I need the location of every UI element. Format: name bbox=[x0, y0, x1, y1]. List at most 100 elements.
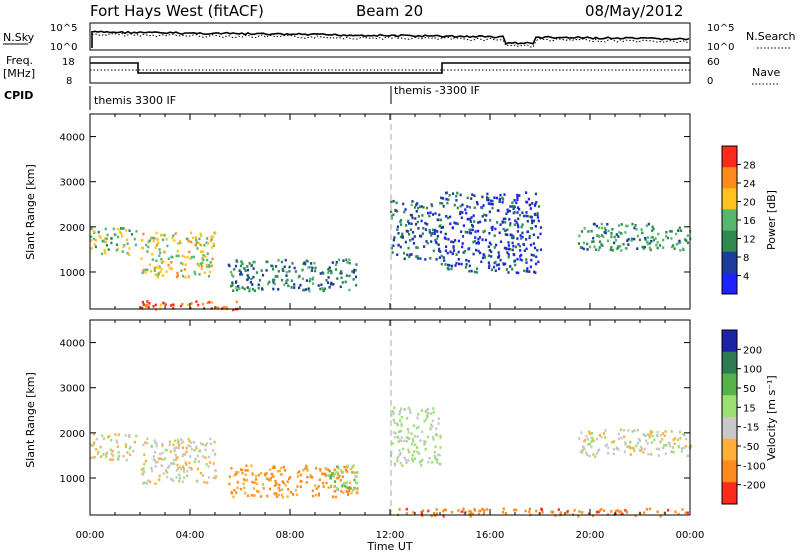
data-cell bbox=[209, 239, 212, 243]
data-cell bbox=[533, 204, 537, 207]
data-cell bbox=[647, 222, 650, 226]
data-cell bbox=[604, 436, 607, 439]
data-cell bbox=[426, 223, 429, 226]
data-cell bbox=[186, 470, 189, 473]
data-cell bbox=[671, 446, 674, 449]
data-cell bbox=[645, 508, 649, 511]
data-cell bbox=[485, 214, 488, 217]
data-cell bbox=[649, 432, 652, 436]
data-cell bbox=[497, 263, 500, 266]
data-cell bbox=[529, 243, 533, 247]
data-cell bbox=[253, 260, 256, 264]
data-cell bbox=[420, 463, 423, 467]
data-cell bbox=[322, 472, 325, 476]
data-cell bbox=[209, 437, 212, 441]
data-cell bbox=[673, 437, 676, 440]
data-cell bbox=[319, 272, 322, 275]
data-cell bbox=[206, 252, 209, 255]
data-cell bbox=[503, 193, 506, 196]
data-cell bbox=[269, 468, 272, 471]
data-cell bbox=[149, 480, 152, 484]
data-cell bbox=[431, 460, 434, 464]
data-cell bbox=[399, 245, 402, 249]
data-cell bbox=[601, 244, 604, 247]
y-tick-label: 3000 bbox=[60, 178, 85, 189]
data-cell bbox=[597, 234, 600, 238]
data-cell bbox=[595, 437, 598, 441]
data-cell bbox=[678, 226, 681, 230]
data-cell bbox=[449, 250, 452, 254]
data-cell bbox=[204, 448, 207, 452]
data-cell bbox=[661, 438, 664, 441]
data-cell bbox=[181, 302, 184, 306]
data-cell bbox=[396, 253, 399, 256]
data-cell bbox=[468, 205, 471, 209]
data-cell bbox=[225, 306, 228, 309]
data-cell bbox=[591, 240, 594, 244]
data-cell bbox=[487, 197, 490, 200]
data-cell bbox=[594, 455, 597, 458]
data-cell bbox=[324, 472, 327, 476]
data-cell bbox=[130, 233, 134, 236]
data-cell bbox=[400, 439, 403, 443]
data-cell bbox=[181, 254, 184, 258]
data-cell bbox=[421, 514, 424, 517]
data-cell bbox=[330, 484, 333, 487]
data-cell bbox=[493, 246, 496, 249]
data-cell bbox=[185, 463, 188, 466]
data-cell bbox=[447, 198, 450, 201]
data-cell bbox=[468, 264, 471, 268]
data-cell bbox=[411, 216, 414, 220]
data-cell bbox=[233, 268, 236, 271]
data-cell bbox=[620, 249, 623, 252]
colorbar-swatch bbox=[722, 167, 737, 189]
data-cell bbox=[205, 241, 208, 244]
data-cell bbox=[146, 437, 149, 441]
data-cell bbox=[206, 442, 209, 445]
data-cell bbox=[399, 461, 402, 465]
data-cell bbox=[315, 466, 318, 470]
data-cell bbox=[195, 238, 198, 242]
data-cell bbox=[340, 490, 343, 493]
data-cell bbox=[278, 483, 281, 487]
cpid-segment-2: themis -3300 IF bbox=[394, 84, 480, 97]
data-cell bbox=[406, 428, 410, 431]
data-cell bbox=[201, 474, 204, 477]
data-cell bbox=[194, 457, 197, 461]
data-cell bbox=[341, 281, 344, 284]
data-cell bbox=[140, 239, 143, 242]
data-cell bbox=[117, 228, 120, 231]
data-cell bbox=[93, 243, 96, 246]
data-cell bbox=[612, 452, 615, 456]
data-cell bbox=[333, 490, 336, 493]
data-cell bbox=[513, 253, 516, 257]
data-cell bbox=[153, 451, 157, 454]
data-cell bbox=[530, 253, 533, 257]
data-cell bbox=[487, 202, 490, 205]
data-cell bbox=[496, 221, 499, 224]
data-cell bbox=[582, 247, 585, 251]
data-cell bbox=[126, 252, 129, 255]
data-cell bbox=[185, 446, 188, 450]
data-cell bbox=[502, 263, 505, 266]
data-cell bbox=[215, 306, 218, 309]
data-cell bbox=[180, 261, 183, 265]
data-cell bbox=[621, 512, 624, 516]
data-cell bbox=[451, 192, 455, 195]
data-cell bbox=[665, 234, 668, 238]
data-cell bbox=[197, 263, 200, 266]
data-cell bbox=[403, 408, 406, 411]
velocity-data bbox=[90, 406, 693, 518]
data-cell bbox=[327, 468, 330, 471]
data-cell bbox=[280, 488, 284, 491]
data-cell bbox=[250, 464, 253, 468]
data-cell bbox=[125, 458, 128, 462]
data-cell bbox=[351, 270, 354, 273]
data-cell bbox=[490, 268, 493, 272]
data-cell bbox=[644, 236, 647, 240]
data-cell bbox=[445, 197, 448, 201]
data-cell bbox=[250, 263, 254, 267]
data-cell bbox=[162, 472, 165, 475]
data-cell bbox=[435, 258, 438, 261]
